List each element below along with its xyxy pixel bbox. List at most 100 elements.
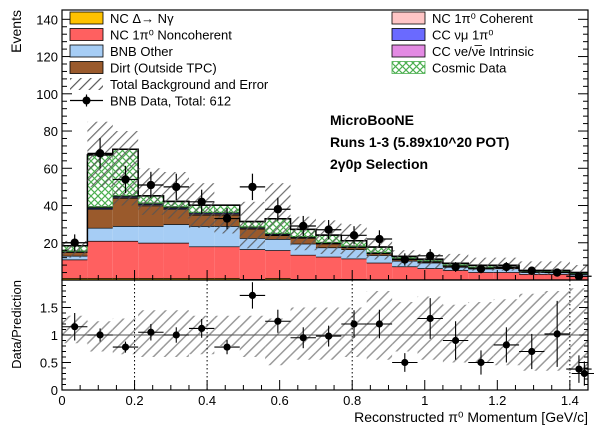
ratio-guides [62, 280, 588, 390]
xtick-label-5: 1 [421, 393, 428, 408]
legend-swatch-7 [392, 62, 425, 74]
data-point-4 [172, 183, 180, 191]
bar-3-1 [87, 209, 112, 228]
legend-label-0: NC Δ→ Nγ [110, 11, 174, 26]
legend-label-7: Cosmic Data [432, 61, 507, 76]
ratio-point-14 [427, 315, 434, 322]
ratio-band [62, 288, 588, 373]
ratio-point-17 [503, 341, 510, 348]
annotation-runs: Runs 1-3 (5.89x10^20 POT) [330, 134, 509, 150]
annotation-experiment: MicroBooNE [330, 112, 414, 128]
bar-2-5 [189, 226, 214, 246]
ratio-point-19 [554, 330, 561, 337]
legend-swatch-0 [70, 12, 103, 24]
ratio-point-12 [376, 320, 383, 327]
bar-1-11 [341, 259, 366, 279]
data-point-13 [401, 255, 409, 263]
legend: NC Δ→ Nγ NC 1π⁰ Coherent NC 1π⁰ Noncoheren… [70, 11, 534, 109]
legend-data-point [83, 97, 91, 105]
ratio-point-6 [223, 344, 230, 351]
data-point-15 [451, 263, 459, 271]
top-ytick-label-6: 140 [36, 12, 58, 27]
bar-2-8 [265, 239, 290, 250]
xtick-label-3: 0.6 [271, 393, 289, 408]
legend-swatch-6 [70, 62, 103, 74]
ratio-point-1 [96, 331, 103, 338]
top-ytick-label-5: 120 [36, 50, 58, 65]
legend-swatch-4 [70, 45, 103, 57]
bar-1-14 [418, 268, 443, 279]
bar-1-16 [468, 272, 493, 279]
bot-ytick-label-1: 0.5 [40, 356, 58, 371]
legend-swatch-1 [392, 12, 425, 24]
top-ytick-label-1: 40 [44, 199, 58, 214]
ratio-point-4 [173, 331, 180, 338]
bar-1-8 [265, 250, 290, 278]
ratio-point-11 [350, 320, 357, 327]
legend-label-data: BNB Data, Total: 612 [110, 94, 231, 109]
data-point-12 [375, 235, 383, 243]
top-ytick-label-2: 60 [44, 161, 58, 176]
top-ytick-label-3: 80 [44, 124, 58, 139]
legend-label-3: CC νμ 1π⁰ [432, 28, 493, 43]
bot-ytick-label-3: 1.5 [40, 301, 58, 316]
bar-2-1 [87, 228, 112, 241]
legend-label-2: NC 1π⁰ Noncoherent [110, 28, 232, 43]
data-point-16 [477, 265, 485, 273]
data-point-19 [553, 268, 561, 276]
legend-label-5: CC νe/ν̅e Intrinsic [432, 44, 534, 59]
data-point-18 [528, 266, 536, 274]
legend-label-total: Total Background and Error [110, 77, 269, 92]
ratio-point-18 [528, 348, 535, 355]
y-axis-label-bottom: Data/Prediction [9, 280, 24, 369]
legend-label-4: BNB Other [110, 44, 174, 59]
bot-ytick-label-0: 0 [51, 383, 58, 398]
bar-2-3 [138, 226, 163, 243]
data-point-11 [350, 231, 358, 239]
legend-swatch-2 [70, 29, 103, 41]
xtick-label-4: 0.8 [343, 393, 361, 408]
data-point-14 [426, 252, 434, 260]
ratio-point-15 [452, 337, 459, 344]
bar-1-10 [316, 257, 341, 279]
y-axis-label-top: Events [8, 10, 24, 53]
xtick-label-7: 1.4 [561, 393, 579, 408]
bar-1-7 [240, 249, 265, 279]
bar-2-2 [113, 226, 138, 241]
data-point-1 [96, 149, 104, 157]
legend-swatch-total [70, 78, 103, 90]
data-point-17 [502, 263, 510, 271]
bar-1-6 [214, 246, 239, 278]
bar-1-1 [87, 241, 112, 278]
data-point-10 [324, 226, 332, 234]
data-point-6 [223, 214, 231, 222]
data-point-7 [248, 183, 256, 191]
ratio-point-8 [274, 318, 281, 325]
data-point-8 [274, 205, 282, 213]
bar-1-9 [291, 255, 316, 279]
ratio-point-2 [122, 344, 129, 351]
ratio-point-5 [198, 325, 205, 332]
bar-1-5 [189, 246, 214, 278]
xtick-label-6: 1.2 [488, 393, 506, 408]
ratio-point-3 [147, 329, 154, 336]
legend-label-1: NC 1π⁰ Coherent [432, 11, 533, 26]
bar-2-4 [164, 224, 189, 243]
data-point-5 [197, 198, 205, 206]
ratio-point-7 [249, 292, 256, 299]
data-point-3 [147, 181, 155, 189]
error-box-7 [240, 202, 265, 249]
xtick-label-1: 0.2 [126, 393, 144, 408]
bar-1-4 [164, 243, 189, 278]
ratio-band-box-7 [240, 316, 265, 357]
bar-1-3 [138, 243, 163, 278]
annotation-selection: 2γ0p Selection [330, 156, 428, 172]
top-ytick-label-4: 100 [36, 87, 58, 102]
data-point-9 [299, 222, 307, 230]
ratio-band-box-13 [392, 302, 417, 352]
bar-1-0 [62, 260, 87, 279]
data-point-2 [121, 175, 129, 183]
ratio-point-9 [300, 334, 307, 341]
